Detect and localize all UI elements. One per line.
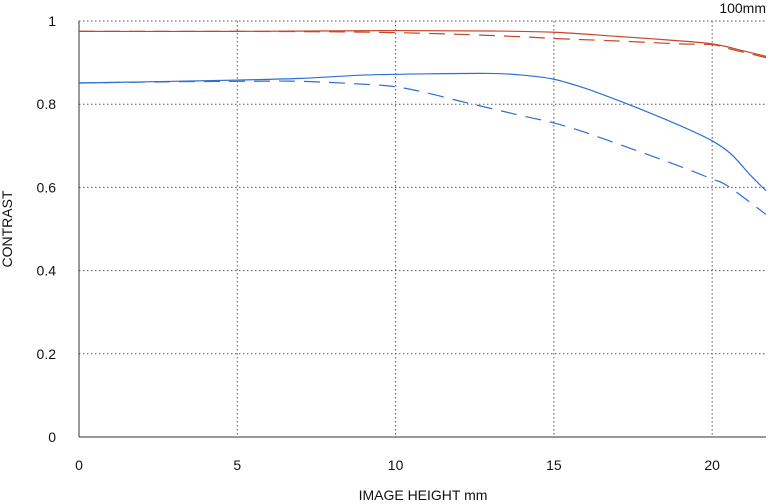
- series-lines: [78, 29, 767, 215]
- red-solid-series-line: [78, 29, 767, 57]
- y-tick-label: 0: [48, 429, 56, 445]
- tick-labels: 00.20.40.60.810 5 10 15 20: [37, 13, 721, 473]
- blue-solid-series-line: [78, 72, 767, 192]
- x-tick-label: 10: [388, 457, 404, 473]
- y-tick-label: 1: [48, 13, 56, 29]
- x-tick-label: 0: [75, 457, 83, 473]
- x-tick-label: 15: [546, 457, 562, 473]
- focal-length-label: 100mm: [719, 0, 766, 16]
- grid-lines: [79, 20, 766, 437]
- y-tick-label: 0.2: [37, 346, 57, 362]
- y-tick-label: 0.8: [37, 96, 57, 112]
- red-dashed-series-line: [78, 30, 767, 59]
- x-tick-label: 5: [233, 457, 241, 473]
- x-axis-title: IMAGE HEIGHT mm: [359, 487, 488, 503]
- y-tick-label: 0.6: [37, 179, 57, 195]
- axes: [78, 21, 766, 438]
- y-axis-title: CONTRAST: [0, 190, 15, 267]
- blue-dashed-series-line: [78, 80, 767, 215]
- y-tick-label: 0.4: [37, 263, 57, 279]
- x-tick-label: 20: [704, 457, 720, 473]
